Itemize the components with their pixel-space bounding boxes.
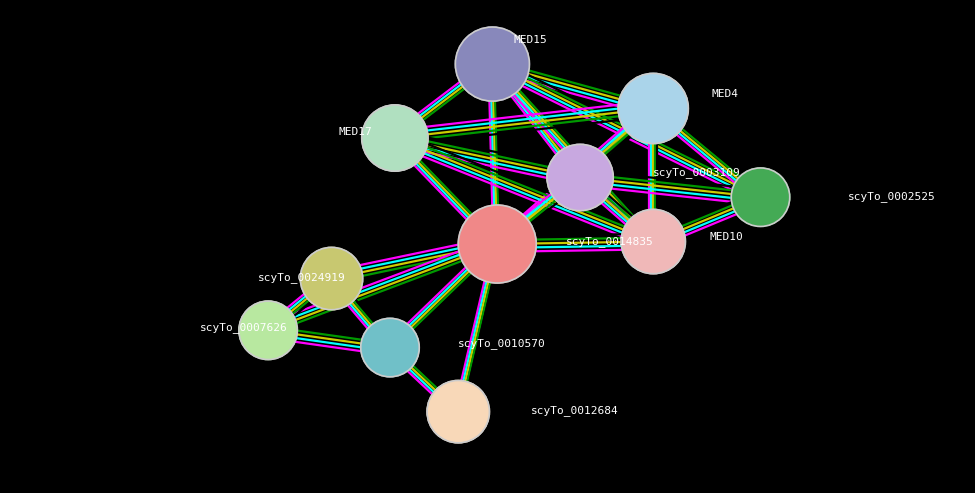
Text: MED17: MED17 [338,127,372,137]
Ellipse shape [427,381,489,443]
Ellipse shape [621,210,685,274]
Ellipse shape [455,27,529,101]
Ellipse shape [361,318,419,377]
Text: MED15: MED15 [514,35,548,45]
Text: MED4: MED4 [712,89,739,99]
Text: scyTo_0014835: scyTo_0014835 [566,236,653,247]
Ellipse shape [618,73,688,143]
Ellipse shape [458,205,536,283]
Ellipse shape [300,247,363,310]
Ellipse shape [547,144,613,211]
Text: scyTo_0003109: scyTo_0003109 [653,167,741,178]
Text: scyTo_0024919: scyTo_0024919 [258,272,346,283]
Text: scyTo_0012684: scyTo_0012684 [531,405,619,416]
Ellipse shape [362,105,428,171]
Ellipse shape [731,168,790,226]
Text: MED10: MED10 [710,232,744,242]
Text: scyTo_0007626: scyTo_0007626 [200,322,288,333]
Text: scyTo_0010570: scyTo_0010570 [458,338,546,349]
Ellipse shape [239,301,297,359]
Text: scyTo_0002525: scyTo_0002525 [848,191,936,202]
